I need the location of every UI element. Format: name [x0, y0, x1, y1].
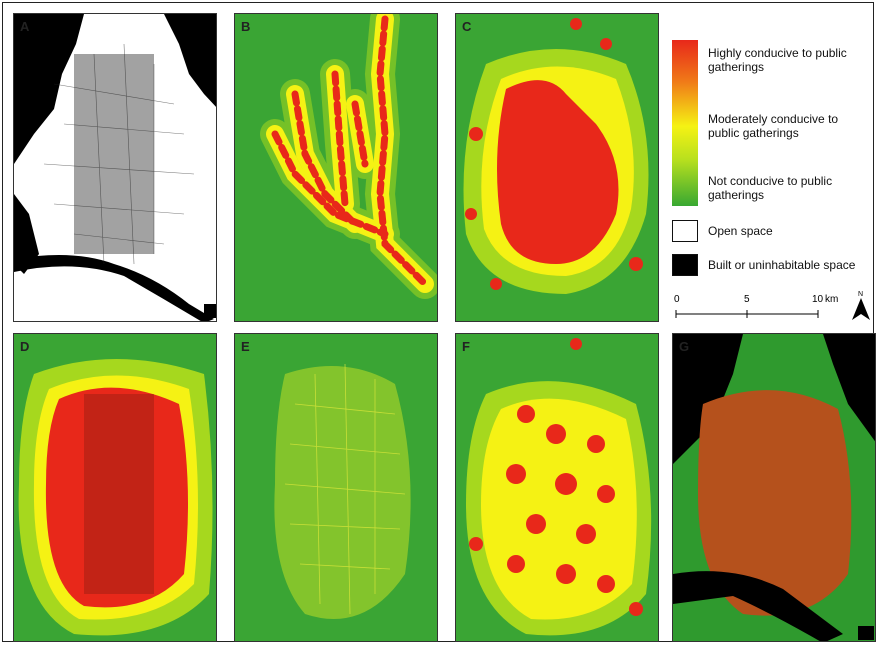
scale-tick-0: 0 — [674, 294, 680, 305]
scale-tick-5: 5 — [744, 294, 750, 305]
scale-bar-line — [675, 310, 819, 318]
map-panel-c: C — [455, 13, 659, 322]
map-panel-a: A — [13, 13, 217, 322]
map-a-graphic — [14, 14, 216, 321]
map-g-graphic — [673, 334, 875, 641]
map-panel-f: F — [455, 333, 659, 642]
legend-built-swatch — [672, 254, 698, 276]
legend-color-ramp — [672, 40, 698, 206]
map-panel-g: G — [672, 333, 876, 642]
panel-label-g: G — [679, 339, 690, 354]
panel-label-e: E — [241, 339, 250, 354]
panel-label-c: C — [462, 19, 472, 34]
legend-not-label: Not conducive to public gatherings — [708, 174, 833, 202]
map-panel-d: D — [13, 333, 217, 642]
legend-moderate-label: Moderately conducive to public gathering… — [708, 112, 839, 140]
map-c-graphic — [463, 18, 649, 294]
map-e-graphic — [274, 363, 411, 619]
map-f-graphic — [466, 338, 652, 636]
scale-bar: 0 5 10 km — [672, 294, 838, 324]
north-arrow-icon: N — [852, 291, 870, 320]
legend-open-space-label: Open space — [708, 224, 773, 238]
panel-label-b: B — [241, 19, 251, 34]
map-panel-b: B — [234, 13, 438, 322]
svg-text:N: N — [858, 291, 863, 298]
scale-tick-10: 10 — [812, 294, 824, 305]
panel-label-a: A — [20, 19, 30, 34]
scale-unit: km — [825, 294, 839, 305]
panel-label-d: D — [20, 339, 30, 354]
legend-open-space-swatch — [672, 220, 698, 242]
panel-label-f: F — [462, 339, 470, 354]
legend-built-label: Built or uninhabitable space — [708, 258, 856, 272]
map-d-graphic — [18, 359, 213, 636]
map-b-graphic — [260, 14, 437, 299]
map-panel-e: E — [234, 333, 438, 642]
legend-high-label: Highly conducive to public gatherings — [708, 46, 847, 74]
